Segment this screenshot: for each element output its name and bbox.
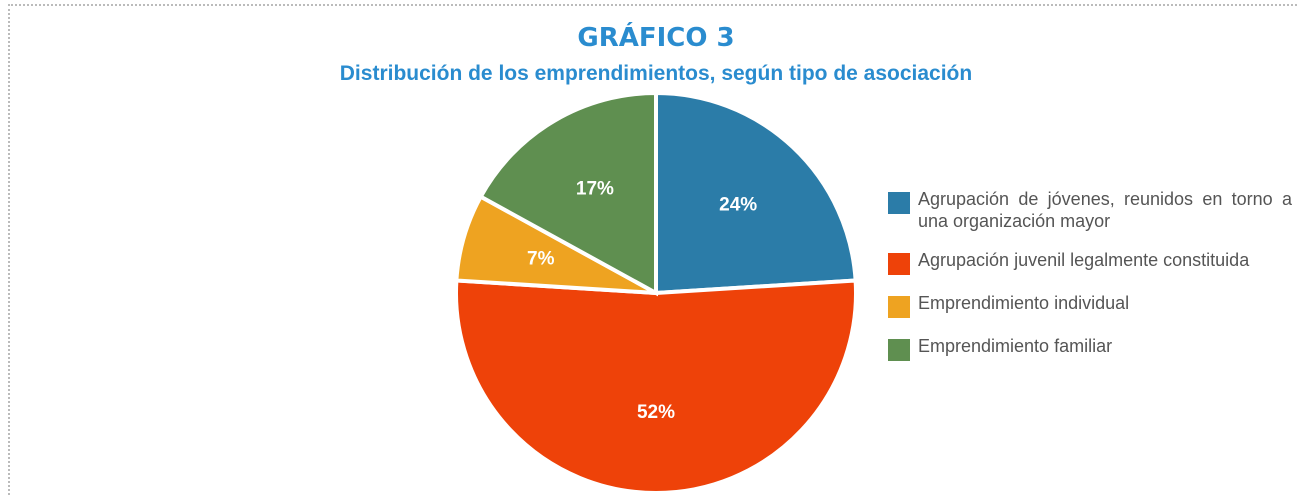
legend-label: Agrupación de jóvenes, reunidos en torno… [918, 189, 1292, 231]
legend-swatch [888, 296, 910, 318]
chart-subtitle: Distribución de los emprendimientos, seg… [340, 62, 972, 85]
slice-label: 7% [527, 249, 555, 270]
legend-swatch [888, 253, 910, 275]
legend-label: Agrupación juvenil legalmente constituid… [918, 250, 1250, 270]
frame [8, 4, 1297, 495]
legend-item: Emprendimiento familiar [888, 335, 1292, 361]
slice-label: 24% [719, 195, 757, 216]
legend-label: Emprendimiento individual [918, 293, 1130, 313]
pie: 24% 52% 7% 17% [454, 90, 858, 495]
pie-slice [654, 90, 858, 296]
slice-label: 17% [576, 179, 614, 200]
legend-label: Emprendimiento familiar [918, 336, 1113, 356]
legend-item: Agrupación de jóvenes, reunidos en torno… [888, 188, 1292, 232]
legend-swatch [888, 339, 910, 361]
legend-swatch [888, 192, 910, 214]
legend-item: Agrupación juvenil legalmente constituid… [888, 249, 1292, 275]
pie-slice [454, 278, 858, 495]
chart-title: GRÁFICO 3 [577, 21, 734, 53]
slice-label: 52% [637, 402, 675, 423]
legend: Agrupación de jóvenes, reunidos en torno… [888, 188, 1292, 378]
legend-item: Emprendimiento individual [888, 292, 1292, 318]
pie-slice [478, 90, 658, 297]
